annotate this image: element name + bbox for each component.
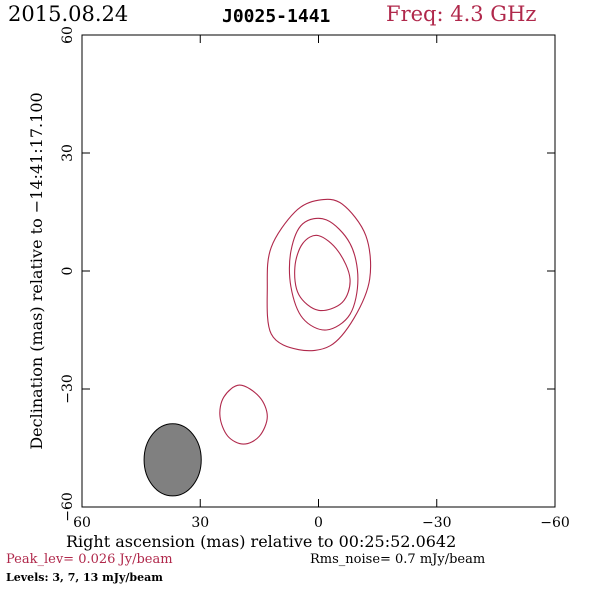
y-axis-label: Declination (mas) relative to −14:41:17.…	[27, 92, 46, 449]
x-tick-label-2: 0	[314, 515, 323, 531]
axis-ticks	[81, 34, 556, 508]
contour-lines	[219, 198, 372, 445]
tick-labels: 60 30 0 −30 −60 −60 −30 0 30 60	[60, 26, 570, 531]
contour-level-7-1	[288, 217, 359, 331]
peak-level: Peak_lev= 0.026 Jy/beam	[6, 552, 173, 567]
frequency-label: Freq: 4.3 GHz	[386, 2, 537, 26]
observation-date: 2015.08.24	[8, 2, 129, 26]
x-tick-label-3: −30	[422, 515, 452, 531]
rms-noise: Rms_noise= 0.7 mJy/beam	[310, 552, 486, 567]
y-tick-label-3: 30	[60, 144, 76, 162]
contour-level-3-0	[266, 198, 372, 352]
contour-levels: Levels: 3, 7, 13 mJy/beam	[6, 571, 163, 584]
x-tick-label-4: −60	[540, 515, 570, 531]
y-tick-label-4: 60	[60, 26, 76, 44]
x-tick-label-1: 30	[191, 515, 209, 531]
beam-ellipse-group	[143, 423, 202, 497]
beam-ellipse	[143, 423, 202, 497]
x-tick-label-0: 60	[73, 515, 91, 531]
contour-level-13-2	[294, 234, 351, 312]
y-tick-label-2: 0	[60, 267, 76, 276]
y-tick-label-1: −30	[60, 374, 76, 404]
source-name: J0025-1441	[222, 6, 331, 27]
y-tick-label-0: −60	[60, 492, 76, 522]
x-axis-label: Right ascension (mas) relative to 00:25:…	[66, 532, 457, 551]
contour-level-3-3	[219, 384, 268, 445]
